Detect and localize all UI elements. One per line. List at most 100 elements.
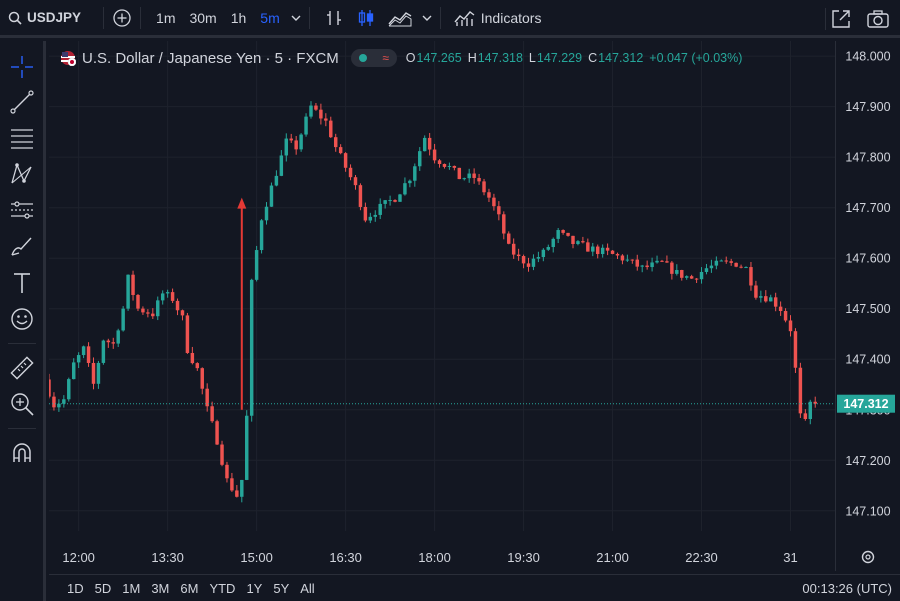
- text-tool[interactable]: [8, 269, 36, 297]
- candle-body: [49, 379, 51, 397]
- candle-body: [398, 194, 402, 202]
- divider: [825, 8, 826, 30]
- range-5d[interactable]: 5D: [94, 580, 112, 596]
- pattern-tool[interactable]: [8, 160, 36, 188]
- range-ytd[interactable]: YTD: [209, 580, 236, 596]
- candle-body: [418, 151, 422, 167]
- trend-line-tool[interactable]: [8, 88, 36, 116]
- candle-body: [235, 490, 239, 497]
- candle-body: [165, 292, 170, 294]
- candle-body: [403, 183, 407, 195]
- ruler-tool[interactable]: [8, 354, 36, 382]
- candle-body: [670, 262, 674, 274]
- candle-body: [699, 271, 704, 280]
- magnet-icon: [13, 443, 31, 462]
- candle-body: [195, 363, 200, 369]
- range-1d[interactable]: 1D: [67, 580, 84, 596]
- candle-body: [704, 268, 709, 272]
- snapshot-button[interactable]: [866, 8, 890, 30]
- candle-body: [482, 181, 486, 193]
- candle-body: [126, 274, 130, 309]
- settings-icon[interactable]: [861, 550, 875, 564]
- emoji-tool[interactable]: [8, 305, 36, 333]
- range-5y[interactable]: 5Y: [273, 580, 290, 596]
- crosshair-tool[interactable]: [8, 53, 36, 81]
- candle-body: [304, 116, 308, 135]
- zoom-tool[interactable]: [8, 390, 36, 418]
- candle-body: [205, 388, 209, 407]
- arrow-annotation-head[interactable]: [237, 197, 247, 209]
- candle-body: [329, 120, 333, 138]
- candle-body: [492, 197, 496, 207]
- price-scale[interactable]: 148.000 147.900 147.800 147.700 147.600 147.5…: [835, 41, 900, 571]
- bottom-toolbar: 1D 5D 1M 3M 6M YTD 1Y 5Y All 00:13:26 (U…: [49, 574, 900, 601]
- candle-body: [457, 167, 462, 180]
- time-tick-label: 22:30: [685, 550, 718, 565]
- high-label: H: [467, 51, 477, 65]
- low-label: L: [528, 51, 536, 65]
- candle-body: [151, 313, 155, 317]
- range-6m[interactable]: 6M: [180, 580, 199, 596]
- candle-body: [689, 276, 694, 279]
- interval-30m[interactable]: 30m: [189, 9, 217, 26]
- candle-body: [378, 203, 382, 215]
- candle-body: [793, 331, 798, 368]
- candle-body: [581, 241, 585, 243]
- market-status-pill[interactable]: ≈: [350, 49, 397, 67]
- candle-body: [220, 444, 224, 465]
- candle-style-button[interactable]: [356, 8, 376, 28]
- pill-symbol: ≈: [382, 51, 389, 65]
- candle-body: [279, 155, 284, 176]
- candle-body: [160, 293, 165, 301]
- symbol-search[interactable]: USDJPY: [8, 10, 81, 25]
- indicators-button[interactable]: Indicators: [453, 8, 541, 28]
- interval-dropdown[interactable]: [291, 13, 301, 23]
- measure-tool[interactable]: [8, 196, 36, 224]
- range-all[interactable]: All: [300, 580, 315, 596]
- candle-body: [254, 250, 259, 280]
- candle-body: [576, 241, 580, 244]
- candle-body: [427, 137, 432, 150]
- range-1m[interactable]: 1M: [122, 580, 141, 596]
- interval-5m[interactable]: 5m: [260, 9, 280, 26]
- candle-body: [358, 185, 363, 207]
- chart-style-dropdown[interactable]: [422, 13, 432, 23]
- candle-body: [442, 163, 447, 167]
- time-tick-label: 13:30: [151, 550, 184, 565]
- price-chart[interactable]: 12:00 13:30 15:00 16:30 18:00 19:30 21:00 22:30…: [49, 41, 835, 571]
- candle-body: [640, 265, 644, 267]
- candle-body: [675, 270, 679, 274]
- candle-body: [635, 259, 639, 267]
- chevron-down-icon: [291, 15, 301, 21]
- bar-style-button[interactable]: [324, 8, 344, 28]
- fullscreen-button[interactable]: [830, 8, 852, 30]
- drawing-toolbar: [0, 41, 46, 601]
- fib-tool[interactable]: [8, 124, 36, 152]
- magnet-tool[interactable]: [8, 439, 36, 467]
- utc-clock[interactable]: 00:13:26 (UTC): [802, 581, 892, 596]
- brush-tool[interactable]: [8, 232, 36, 260]
- fib-icon: [11, 129, 33, 149]
- range-1y[interactable]: 1Y: [246, 580, 263, 596]
- candle-body: [773, 297, 778, 307]
- candle-body: [556, 230, 560, 239]
- candle-body: [694, 278, 699, 280]
- interval-1m[interactable]: 1m: [156, 9, 176, 26]
- close-value: 147.312: [598, 51, 644, 65]
- candle-body: [620, 255, 625, 261]
- candle-body: [650, 262, 654, 268]
- range-3m[interactable]: 3M: [151, 580, 170, 596]
- compare-button[interactable]: [112, 8, 132, 28]
- area-style-button[interactable]: [388, 8, 412, 28]
- zoom-icon: [11, 393, 34, 416]
- candle-body: [615, 253, 620, 256]
- candle-body: [71, 362, 76, 380]
- candle-body: [591, 246, 595, 252]
- interval-1h[interactable]: 1h: [230, 9, 247, 26]
- legend-title[interactable]: U.S. Dollar / Japanese Yen · 5 · FXCM: [82, 49, 339, 67]
- chevron-down-icon: [422, 15, 432, 21]
- candle-body: [507, 233, 511, 244]
- indicators-icon: [454, 10, 475, 26]
- candles: [49, 101, 817, 503]
- candle-body: [294, 140, 298, 150]
